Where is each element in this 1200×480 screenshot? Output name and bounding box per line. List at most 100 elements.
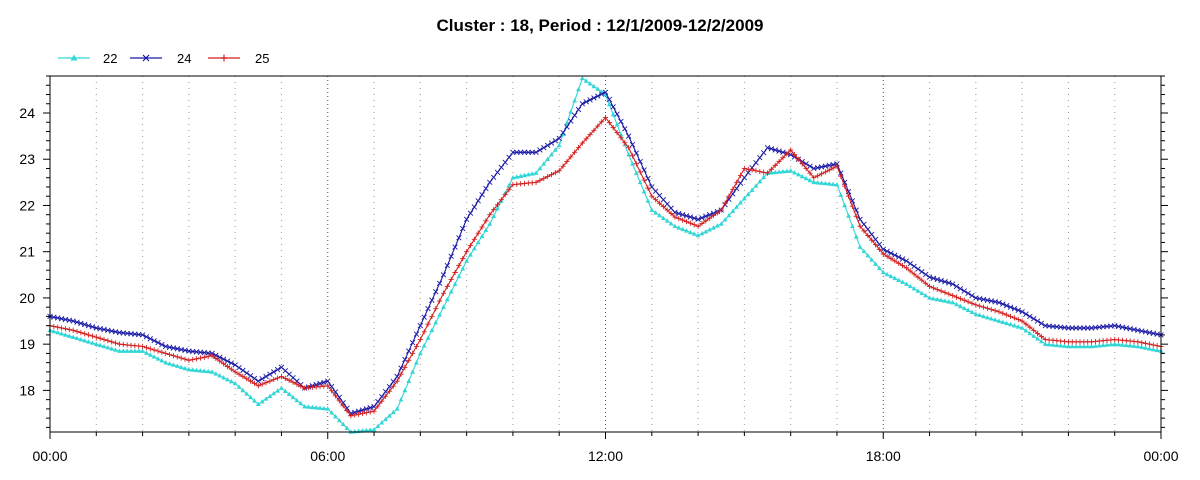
- point-marker: [82, 331, 88, 337]
- point-marker: [290, 379, 296, 385]
- point-marker: [317, 380, 323, 387]
- point-marker: [147, 352, 153, 357]
- point-marker: [738, 200, 743, 205]
- point-marker: [792, 170, 797, 175]
- point-marker: [440, 290, 447, 296]
- legend-label-24: 24: [177, 51, 191, 66]
- point-marker: [579, 75, 585, 81]
- point-marker: [876, 265, 882, 271]
- point-marker: [591, 83, 597, 89]
- point-marker: [155, 339, 161, 346]
- point-marker: [452, 281, 458, 286]
- point-marker: [942, 298, 948, 303]
- point-marker: [144, 350, 149, 355]
- legend-item-24[interactable]: 24: [130, 51, 191, 66]
- point-marker: [795, 156, 801, 162]
- legend-item-25[interactable]: 25: [208, 51, 269, 66]
- point-marker: [224, 363, 231, 370]
- point-marker: [490, 174, 497, 181]
- point-marker: [174, 363, 180, 368]
- point-marker: [294, 397, 300, 403]
- point-marker: [421, 314, 427, 320]
- point-marker: [205, 368, 211, 374]
- point-marker: [977, 312, 983, 318]
- series-24: [47, 89, 1164, 417]
- point-marker: [367, 409, 373, 415]
- point-marker: [718, 207, 724, 213]
- point-marker: [776, 169, 782, 174]
- point-marker: [610, 104, 616, 110]
- point-marker: [271, 369, 277, 375]
- point-marker: [1023, 321, 1029, 327]
- point-marker: [880, 246, 886, 253]
- point-marker: [356, 411, 362, 417]
- point-marker: [78, 336, 84, 342]
- point-marker: [703, 229, 709, 234]
- point-marker: [803, 175, 809, 181]
- point-marker: [664, 218, 670, 223]
- y-tick-label: 23: [19, 151, 35, 167]
- point-marker: [425, 335, 431, 340]
- point-marker: [776, 148, 782, 154]
- point-marker: [633, 150, 640, 156]
- point-marker: [784, 168, 790, 173]
- point-marker: [676, 210, 682, 217]
- point-marker: [811, 179, 817, 185]
- point-marker: [336, 398, 342, 404]
- point-marker: [988, 316, 994, 321]
- point-marker: [232, 362, 238, 368]
- series-line-25: [49, 116, 1162, 417]
- point-marker: [132, 348, 138, 353]
- point-marker: [1077, 325, 1083, 331]
- point-marker: [707, 215, 713, 221]
- point-marker: [645, 198, 651, 203]
- point-marker: [521, 149, 528, 156]
- point-marker: [1046, 341, 1052, 347]
- point-marker: [344, 408, 350, 414]
- point-marker: [1104, 342, 1110, 347]
- point-marker: [1023, 328, 1029, 333]
- point-marker: [93, 341, 99, 346]
- point-marker: [865, 252, 871, 258]
- point-marker: [1030, 316, 1037, 322]
- point-marker: [626, 145, 632, 151]
- point-marker: [641, 188, 647, 194]
- point-marker: [992, 308, 998, 314]
- y-tick-label: 24: [19, 105, 35, 121]
- point-marker: [1004, 312, 1010, 318]
- point-marker: [641, 177, 647, 183]
- point-marker: [556, 142, 562, 148]
- point-marker: [845, 193, 852, 199]
- legend-item-22[interactable]: 22: [58, 51, 117, 66]
- point-marker: [733, 185, 740, 192]
- point-marker: [494, 202, 501, 208]
- point-marker: [849, 223, 855, 229]
- x-tick-label: 18:00: [866, 448, 901, 464]
- point-marker: [548, 172, 555, 178]
- point-marker: [252, 398, 257, 403]
- point-marker: [548, 140, 555, 146]
- point-marker: [869, 237, 875, 243]
- point-marker: [294, 381, 300, 387]
- point-marker: [182, 356, 188, 362]
- point-marker: [680, 217, 686, 223]
- point-marker: [834, 182, 840, 187]
- point-marker: [313, 405, 319, 410]
- point-marker: [1069, 325, 1075, 331]
- point-marker: [934, 286, 940, 293]
- point-marker: [85, 332, 92, 338]
- series-22: [47, 75, 1164, 434]
- point-marker: [402, 364, 408, 370]
- point-marker: [383, 393, 389, 399]
- point-marker: [595, 123, 601, 129]
- point-marker: [483, 218, 489, 224]
- point-marker: [537, 147, 543, 153]
- point-marker: [946, 291, 952, 297]
- point-marker: [236, 384, 242, 389]
- point-marker: [938, 288, 944, 294]
- point-marker: [155, 356, 161, 361]
- point-marker: [525, 172, 531, 177]
- point-marker: [386, 383, 393, 390]
- point-marker: [1089, 343, 1094, 349]
- point-marker: [545, 156, 551, 162]
